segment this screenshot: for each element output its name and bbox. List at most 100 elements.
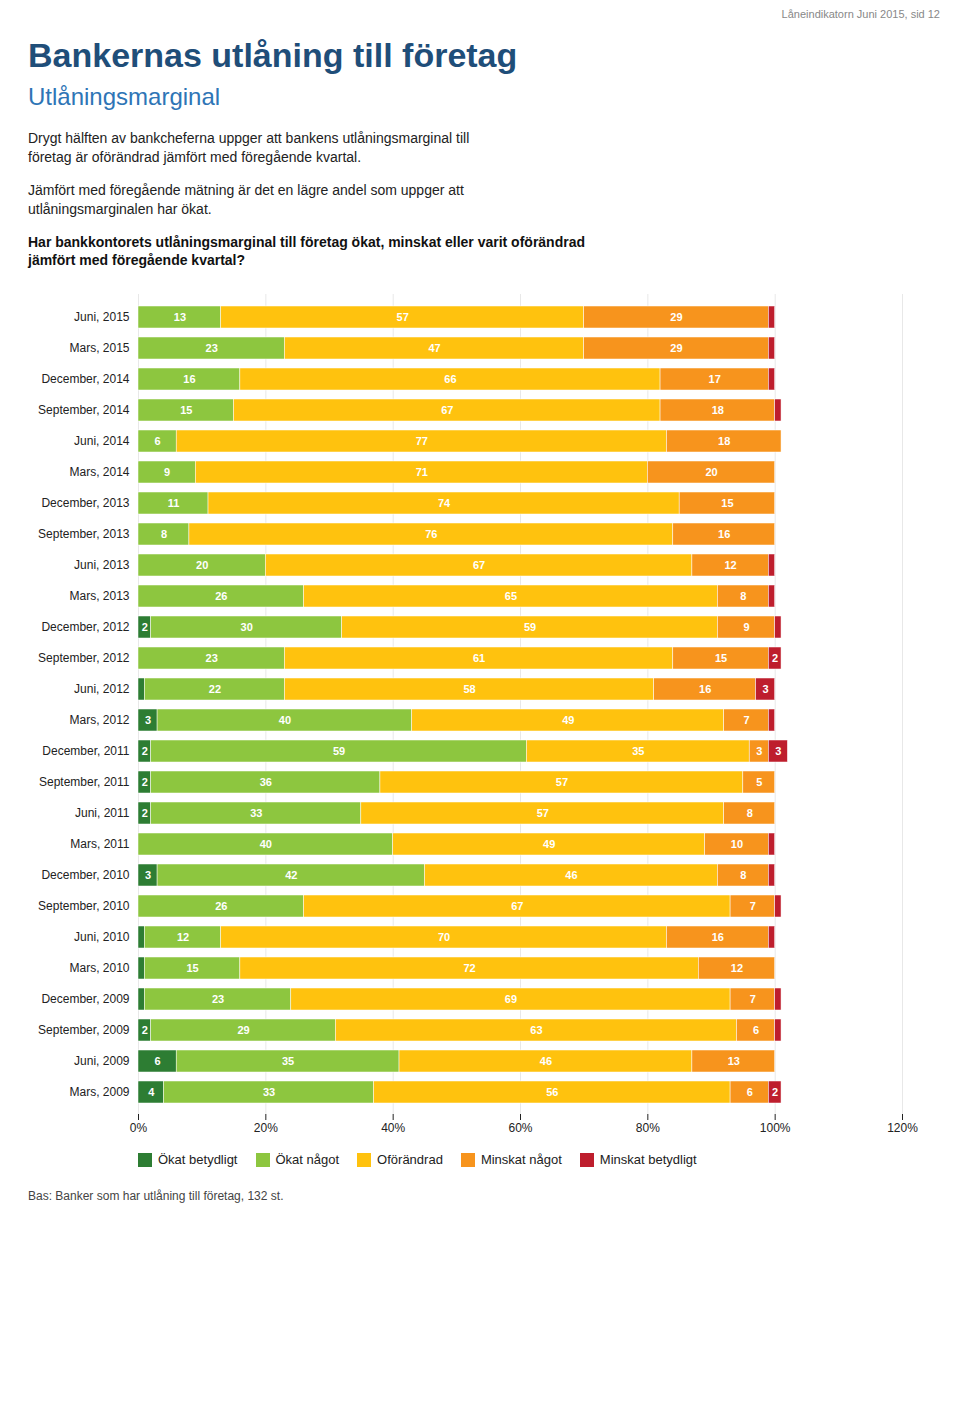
- svg-text:100%: 100%: [760, 1121, 791, 1135]
- svg-text:December, 2009: December, 2009: [41, 993, 129, 1007]
- svg-text:6: 6: [155, 435, 161, 447]
- svg-text:3: 3: [145, 714, 151, 726]
- svg-text:September, 2011: September, 2011: [39, 776, 130, 790]
- svg-text:23: 23: [206, 652, 218, 664]
- svg-text:20: 20: [196, 559, 208, 571]
- svg-text:13: 13: [174, 311, 186, 323]
- svg-text:8: 8: [740, 590, 746, 602]
- svg-text:3: 3: [763, 683, 769, 695]
- svg-text:15: 15: [186, 962, 198, 974]
- svg-text:12: 12: [724, 559, 736, 571]
- svg-text:57: 57: [556, 776, 568, 788]
- svg-text:Mars, 2012: Mars, 2012: [69, 714, 129, 728]
- svg-text:23: 23: [212, 993, 224, 1005]
- svg-text:December, 2014: December, 2014: [41, 373, 129, 387]
- svg-text:57: 57: [397, 311, 409, 323]
- svg-text:Mars, 2014: Mars, 2014: [69, 466, 129, 480]
- svg-text:December, 2012: December, 2012: [41, 621, 129, 635]
- svg-text:42: 42: [285, 869, 297, 881]
- svg-text:Mars, 2009: Mars, 2009: [69, 1086, 129, 1100]
- svg-text:16: 16: [712, 931, 724, 943]
- svg-text:10: 10: [731, 838, 743, 850]
- svg-text:49: 49: [543, 838, 555, 850]
- svg-text:46: 46: [540, 1055, 552, 1067]
- svg-text:September, 2009: September, 2009: [38, 1024, 130, 1038]
- svg-text:9: 9: [743, 621, 749, 633]
- svg-text:2: 2: [142, 807, 148, 819]
- svg-text:20%: 20%: [254, 1121, 278, 1135]
- svg-text:67: 67: [511, 900, 523, 912]
- svg-text:2: 2: [142, 1024, 148, 1036]
- svg-text:76: 76: [425, 528, 437, 540]
- svg-text:65: 65: [505, 590, 517, 602]
- svg-text:29: 29: [237, 1024, 249, 1036]
- svg-text:18: 18: [712, 404, 724, 416]
- svg-text:3: 3: [145, 869, 151, 881]
- svg-text:26: 26: [215, 590, 227, 602]
- svg-text:59: 59: [333, 745, 345, 757]
- svg-text:7: 7: [750, 993, 756, 1005]
- svg-text:72: 72: [463, 962, 475, 974]
- svg-text:2: 2: [772, 1086, 778, 1098]
- svg-text:35: 35: [282, 1055, 294, 1067]
- svg-text:September, 2014: September, 2014: [38, 404, 130, 418]
- svg-text:46: 46: [565, 869, 577, 881]
- svg-text:47: 47: [428, 342, 440, 354]
- svg-text:Juni, 2014: Juni, 2014: [74, 435, 130, 449]
- svg-text:33: 33: [263, 1086, 275, 1098]
- svg-text:23: 23: [206, 342, 218, 354]
- svg-text:13: 13: [728, 1055, 740, 1067]
- svg-text:40: 40: [279, 714, 291, 726]
- svg-text:61: 61: [473, 652, 485, 664]
- svg-text:120%: 120%: [887, 1121, 918, 1135]
- svg-text:74: 74: [438, 497, 451, 509]
- svg-text:6: 6: [155, 1055, 161, 1067]
- svg-text:15: 15: [721, 497, 733, 509]
- svg-text:Mars, 2011: Mars, 2011: [70, 838, 129, 852]
- svg-text:Juni, 2010: Juni, 2010: [74, 931, 130, 945]
- svg-text:22: 22: [209, 683, 221, 695]
- svg-text:33: 33: [250, 807, 262, 819]
- svg-text:6: 6: [753, 1024, 759, 1036]
- svg-text:8: 8: [161, 528, 167, 540]
- svg-text:12: 12: [177, 931, 189, 943]
- svg-text:15: 15: [715, 652, 727, 664]
- svg-text:December, 2013: December, 2013: [41, 497, 129, 511]
- svg-text:40: 40: [260, 838, 272, 850]
- svg-text:December, 2011: December, 2011: [42, 745, 129, 759]
- svg-text:17: 17: [709, 373, 721, 385]
- svg-text:2: 2: [142, 776, 148, 788]
- svg-text:69: 69: [505, 993, 517, 1005]
- svg-text:Juni, 2012: Juni, 2012: [74, 683, 130, 697]
- svg-text:December, 2010: December, 2010: [41, 869, 129, 883]
- svg-text:59: 59: [524, 621, 536, 633]
- svg-text:Mars, 2013: Mars, 2013: [69, 590, 129, 604]
- svg-text:2: 2: [142, 621, 148, 633]
- svg-text:Juni, 2013: Juni, 2013: [74, 559, 130, 573]
- svg-text:2: 2: [142, 745, 148, 757]
- svg-text:71: 71: [416, 466, 428, 478]
- svg-text:September, 2010: September, 2010: [38, 900, 130, 914]
- svg-text:30: 30: [241, 621, 253, 633]
- svg-text:63: 63: [530, 1024, 542, 1036]
- svg-text:Juni, 2011: Juni, 2011: [75, 807, 130, 821]
- svg-text:80%: 80%: [636, 1121, 660, 1135]
- svg-text:0%: 0%: [130, 1121, 148, 1135]
- svg-text:29: 29: [670, 311, 682, 323]
- svg-text:66: 66: [444, 373, 456, 385]
- svg-text:7: 7: [750, 900, 756, 912]
- svg-text:Mars, 2015: Mars, 2015: [69, 342, 129, 356]
- svg-text:36: 36: [260, 776, 272, 788]
- svg-text:11: 11: [168, 497, 180, 509]
- svg-text:3: 3: [756, 745, 762, 757]
- svg-text:Mars, 2010: Mars, 2010: [69, 962, 129, 976]
- svg-text:18: 18: [718, 435, 730, 447]
- svg-text:September, 2012: September, 2012: [38, 652, 130, 666]
- svg-text:35: 35: [632, 745, 644, 757]
- svg-text:12: 12: [731, 962, 743, 974]
- svg-text:58: 58: [463, 683, 475, 695]
- svg-text:9: 9: [164, 466, 170, 478]
- svg-text:49: 49: [562, 714, 574, 726]
- svg-text:Juni, 2015: Juni, 2015: [74, 311, 130, 325]
- svg-text:16: 16: [183, 373, 195, 385]
